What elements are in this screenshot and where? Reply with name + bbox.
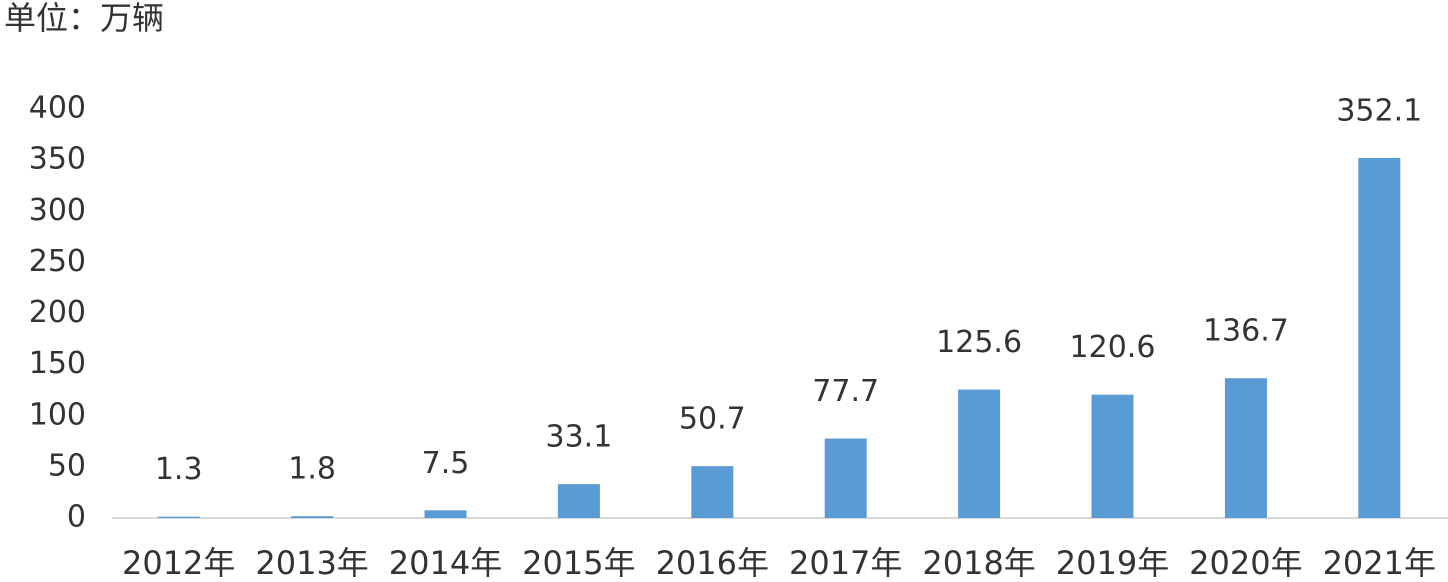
data-label: 7.5	[422, 446, 470, 481]
data-label: 77.7	[812, 374, 879, 409]
x-tick-label: 2013年	[255, 544, 368, 582]
x-tick-label: 2014年	[389, 544, 502, 582]
data-label: 125.6	[936, 325, 1022, 360]
x-tick-label: 2018年	[922, 544, 1035, 582]
y-tick-label: 400	[29, 91, 86, 126]
bar	[424, 510, 467, 518]
y-tick-label: 0	[67, 500, 86, 535]
bar	[157, 516, 200, 518]
y-tick-label: 350	[29, 142, 86, 177]
bar	[691, 466, 734, 518]
y-tick-label: 300	[29, 193, 86, 228]
data-label: 1.8	[288, 452, 336, 487]
x-tick-label: 2012年	[122, 544, 235, 582]
bar	[824, 438, 867, 518]
data-label: 120.6	[1070, 330, 1156, 365]
x-tick-label: 2017年	[789, 544, 902, 582]
y-tick-label: 100	[29, 397, 86, 432]
data-label: 33.1	[546, 420, 613, 455]
y-tick-label: 200	[29, 295, 86, 330]
bar	[291, 516, 334, 518]
chart-title: 单位：万辆	[4, 0, 164, 37]
y-tick-label: 50	[48, 448, 86, 483]
y-tick-label: 150	[29, 346, 86, 381]
x-tick-label: 2020年	[1189, 544, 1302, 582]
bar	[557, 484, 600, 518]
x-tick-label: 2016年	[656, 544, 769, 582]
data-label: 136.7	[1203, 314, 1289, 349]
x-tick-label: 2015年	[522, 544, 635, 582]
bar	[958, 389, 1001, 518]
bar	[1358, 157, 1401, 518]
data-label: 352.1	[1336, 93, 1422, 128]
x-tick-label: 2021年	[1323, 544, 1436, 582]
x-tick-label: 2019年	[1056, 544, 1169, 582]
y-tick-label: 250	[29, 244, 86, 279]
bar	[1224, 378, 1267, 518]
bar	[1091, 394, 1134, 518]
data-label: 1.3	[155, 452, 203, 487]
data-label: 50.7	[679, 402, 746, 437]
